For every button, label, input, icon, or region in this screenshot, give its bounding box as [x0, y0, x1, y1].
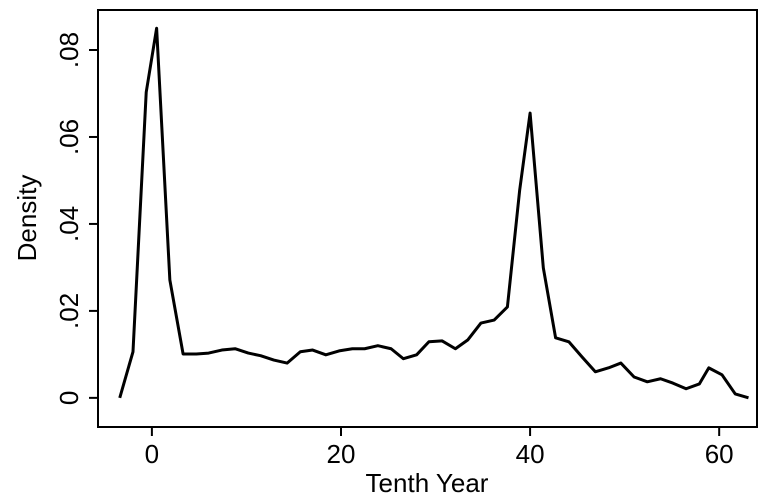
y-tick-label: .06	[54, 119, 84, 155]
x-tick-label: 0	[145, 439, 159, 469]
x-tick-label: 20	[327, 439, 356, 469]
y-tick-label: .02	[54, 293, 84, 329]
x-tick-label: 40	[516, 439, 545, 469]
y-tick-label: 0	[54, 391, 84, 405]
y-tick-label: .08	[54, 32, 84, 68]
y-axis-title: Density	[12, 175, 42, 262]
x-tick-label: 60	[705, 439, 734, 469]
plot-frame	[97, 9, 758, 428]
y-tick-label: .04	[54, 206, 84, 242]
data-line	[118, 26, 749, 400]
x-axis-title: Tenth Year	[366, 468, 489, 498]
